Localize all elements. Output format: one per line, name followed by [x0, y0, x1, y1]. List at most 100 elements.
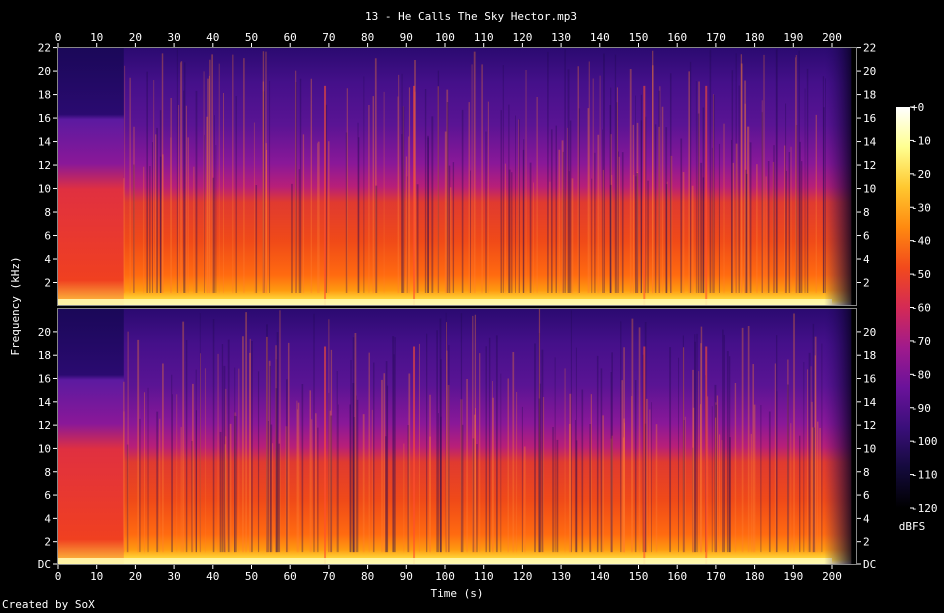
y-tick-label: 8: [863, 466, 870, 479]
x-tick-label: 0: [55, 31, 62, 44]
x-tick-label: 30: [167, 570, 180, 583]
x-tick-label: 30: [167, 31, 180, 44]
x-tick-label: 70: [322, 31, 335, 44]
y-tick-label: 10: [863, 183, 876, 196]
x-tick-label: 150: [629, 31, 649, 44]
y-tick-label: 6: [863, 489, 870, 502]
y-tick-label: 4: [44, 512, 51, 525]
y-tick-label: 14: [38, 396, 52, 409]
x-tick-label: 110: [474, 31, 494, 44]
y-tick-label: 20: [863, 65, 876, 78]
colorbar-tick-label: -120: [911, 502, 938, 515]
colorbar-tick-label: -50: [911, 268, 931, 281]
intro-section: [58, 47, 124, 306]
panel-frame: [57, 308, 857, 565]
colorbar-tick-label: -70: [911, 335, 931, 348]
y-tick-label: 4: [863, 253, 870, 266]
colorbar-tick-label: -30: [911, 201, 931, 214]
y-tick-label: 12: [38, 419, 51, 432]
low-frequency-band: [58, 558, 832, 564]
y-tick-label: 6: [44, 489, 51, 502]
x-tick-label: 60: [284, 570, 297, 583]
colorbar-tick-label: -80: [911, 368, 931, 381]
x-tick-label: 190: [783, 31, 803, 44]
y-tick-label: 14: [38, 136, 52, 149]
y-tick-label: 2: [863, 536, 870, 549]
y-tick-label: 16: [863, 112, 876, 125]
y-tick-label: 18: [38, 89, 51, 102]
y-tick-label: 12: [863, 159, 876, 172]
x-tick-label: 140: [590, 570, 610, 583]
y-tick-label: 22: [38, 42, 51, 55]
y-tick-label: 6: [863, 230, 870, 243]
x-tick-label: 170: [706, 31, 726, 44]
x-tick-label: 40: [206, 570, 219, 583]
x-tick-label: 90: [400, 31, 413, 44]
x-tick-label: 20: [129, 31, 142, 44]
x-tick-label: 80: [361, 570, 374, 583]
x-tick-label: 180: [745, 570, 765, 583]
colorbar-gradient: [896, 107, 910, 508]
x-tick-label: 90: [400, 570, 413, 583]
colorbar-tick-label: -60: [911, 302, 931, 315]
x-tick-label: 10: [90, 570, 103, 583]
x-tick-label: 60: [284, 31, 297, 44]
x-tick-label: 200: [822, 570, 842, 583]
y-tick-label: 8: [44, 206, 51, 219]
y-tick-label: 4: [863, 512, 870, 525]
colorbar-tick-label: +0: [911, 101, 924, 114]
spectrogram-panel-channel-bottom: [57, 308, 857, 565]
y-tick-label: 2: [863, 277, 870, 290]
x-axis-label: Time (s): [431, 587, 484, 600]
x-tick-label: 120: [512, 570, 532, 583]
y-tick-label: 16: [38, 373, 51, 386]
x-tick-label: 120: [512, 31, 532, 44]
x-tick-label: 180: [745, 31, 765, 44]
y-tick-label: 10: [38, 183, 51, 196]
x-tick-label: 100: [435, 570, 455, 583]
x-tick-label: 190: [783, 570, 803, 583]
y-tick-label: 18: [863, 89, 876, 102]
y-axis-label: Frequency (kHz): [9, 256, 22, 355]
colorbar-tick-label: -90: [911, 402, 931, 415]
y-tick-label: 8: [863, 206, 870, 219]
y-tick-label: 20: [863, 326, 876, 339]
x-tick-label: 110: [474, 570, 494, 583]
x-tick-label: 50: [245, 570, 258, 583]
x-tick-label: 140: [590, 31, 610, 44]
y-tick-label: 4: [44, 253, 51, 266]
y-tick-label: 12: [863, 419, 876, 432]
y-tick-label: 20: [38, 326, 51, 339]
y-tick-label: 10: [863, 442, 876, 455]
x-tick-label: 80: [361, 31, 374, 44]
x-tick-label: 130: [551, 31, 571, 44]
y-tick-label: 2: [44, 536, 51, 549]
colorbar-tick-label: -10: [911, 134, 931, 147]
colorbar-tick-label: -110: [911, 469, 938, 482]
silence: [851, 308, 857, 565]
x-tick-label: 40: [206, 31, 219, 44]
x-tick-label: 50: [245, 31, 258, 44]
y-tick-label: 10: [38, 442, 51, 455]
y-tick-label: 16: [38, 112, 51, 125]
x-tick-label: 100: [435, 31, 455, 44]
y-tick-label: DC: [38, 558, 51, 571]
y-tick-label: 20: [38, 65, 51, 78]
x-tick-label: 130: [551, 570, 571, 583]
y-tick-label: DC: [863, 558, 876, 571]
chart-title: 13 - He Calls The Sky Hector.mp3: [365, 10, 577, 23]
colorbar-label: dBFS: [899, 520, 926, 533]
x-tick-label: 70: [322, 570, 335, 583]
x-tick-label: 20: [129, 570, 142, 583]
y-tick-label: 14: [863, 396, 877, 409]
y-tick-label: 12: [38, 159, 51, 172]
colorbar-tick-label: -100: [911, 435, 938, 448]
y-tick-label: 18: [863, 349, 876, 362]
y-tick-label: 8: [44, 466, 51, 479]
x-tick-label: 170: [706, 570, 726, 583]
colorbar-tick-label: -40: [911, 235, 931, 248]
x-tick-label: 0: [55, 570, 62, 583]
y-tick-label: 16: [863, 373, 876, 386]
y-tick-label: 6: [44, 230, 51, 243]
